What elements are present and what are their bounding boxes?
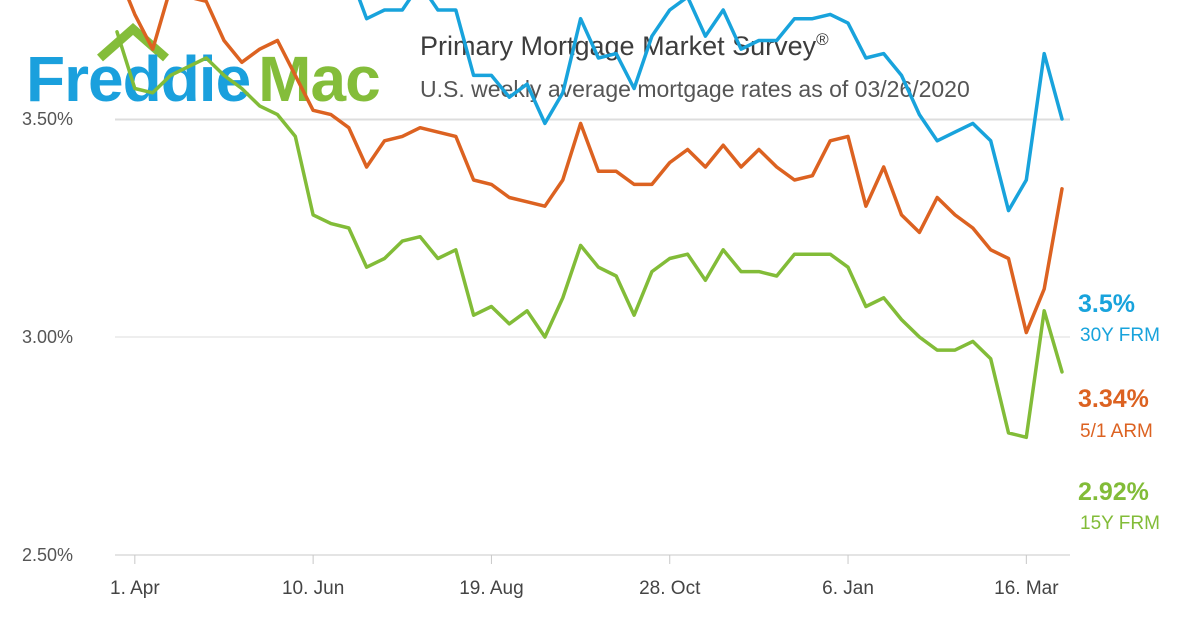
- brand-mac: Mac: [258, 43, 380, 114]
- series-end-value-frm15: 2.92%: [1078, 478, 1149, 506]
- y-tick-label: 2.50%: [22, 545, 73, 565]
- grid-lines: [115, 118, 1070, 556]
- series-line-frm30: [357, 0, 1064, 213]
- y-tick-label: 3.00%: [22, 327, 73, 347]
- y-tick-label: 3.50%: [22, 109, 73, 129]
- series-name-frm15: 15Y FRM: [1080, 513, 1160, 534]
- series-lines: [115, 0, 1064, 440]
- registered-mark: ®: [816, 30, 829, 49]
- series-end-labels: 3.5% 30Y FRM 3.34% 5/1 ARM 2.92% 15Y FRM: [1078, 290, 1160, 534]
- chart-subtitle: U.S. weekly average mortgage rates as of…: [420, 76, 970, 102]
- x-axis: 1. Apr 10. Jun 19. Aug 28. Oct 6. Jan 16. Mar: [110, 554, 1070, 599]
- y-axis-ticks: 4.00%3.50%3.00%2.50%: [22, 109, 73, 565]
- series-end-value-frm30: 3.5%: [1078, 290, 1135, 318]
- series-name-arm51: 5/1 ARM: [1080, 421, 1153, 442]
- x-tick-label: 28. Oct: [639, 578, 701, 599]
- freddie-mac-logo: Freddie Mac: [26, 23, 381, 114]
- series-line-frm15: [115, 30, 1064, 440]
- x-tick-label: 10. Jun: [282, 578, 344, 599]
- series-line-arm51: [127, 0, 1064, 335]
- x-tick-label: 16. Mar: [994, 578, 1059, 599]
- series-name-frm30: 30Y FRM: [1080, 325, 1160, 346]
- x-tick-label: 1. Apr: [110, 578, 160, 599]
- series-end-value-arm51: 3.34%: [1078, 385, 1149, 413]
- brand-freddie: Freddie: [26, 43, 250, 114]
- x-tick-label: 6. Jan: [822, 578, 874, 599]
- house-roof-icon: [97, 23, 169, 62]
- x-tick-label: 19. Aug: [459, 578, 523, 599]
